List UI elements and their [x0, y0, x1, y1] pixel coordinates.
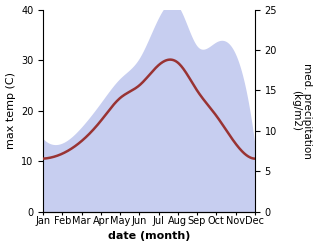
Y-axis label: max temp (C): max temp (C) — [5, 72, 16, 149]
Y-axis label: med. precipitation
(kg/m2): med. precipitation (kg/m2) — [291, 63, 313, 159]
X-axis label: date (month): date (month) — [108, 231, 190, 242]
